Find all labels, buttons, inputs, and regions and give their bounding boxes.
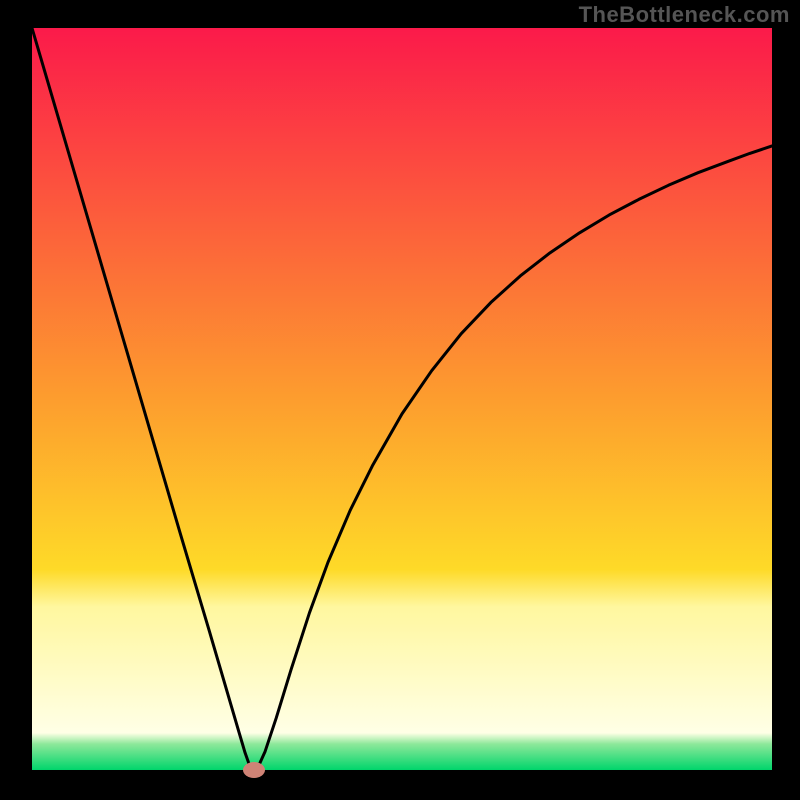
curve-path <box>32 28 772 770</box>
minimum-marker <box>243 762 265 778</box>
chart-plot-area <box>32 28 772 770</box>
watermark-text: TheBottleneck.com <box>579 2 790 28</box>
bottleneck-curve <box>32 28 772 770</box>
